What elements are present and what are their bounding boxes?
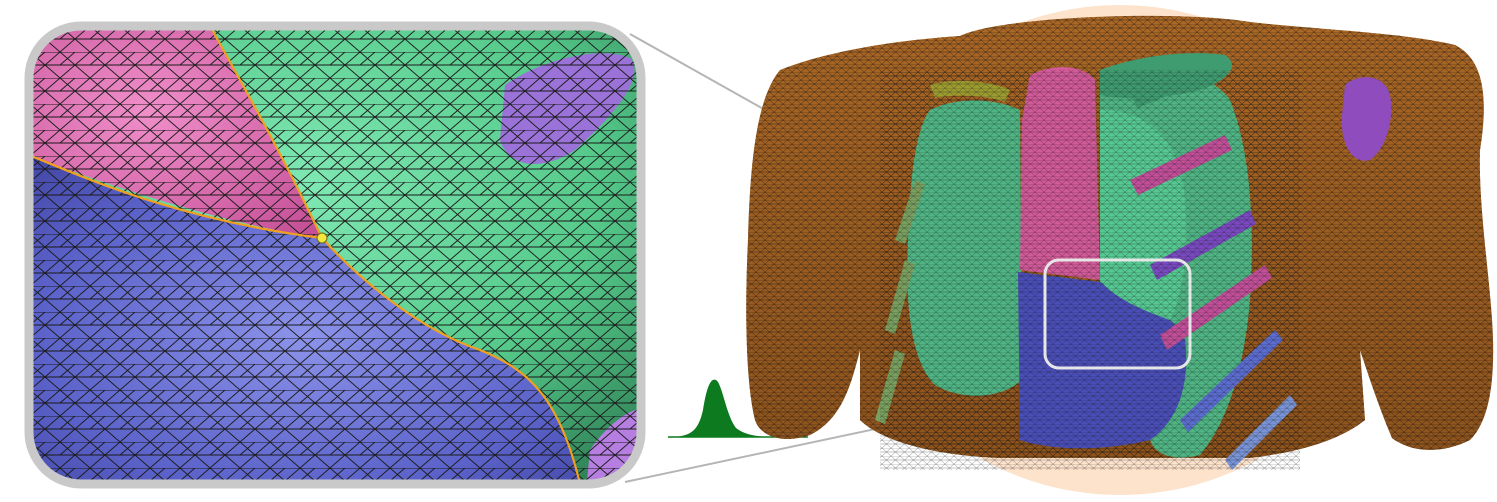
distribution-curve [668, 379, 780, 437]
torso-mesh [746, 5, 1494, 495]
junction-point [316, 232, 328, 244]
interface-line-blue-green [321, 237, 582, 484]
zoom-panel-frame [24, 21, 646, 489]
interface-line-pink-blue [29, 153, 323, 240]
zoom-panel [24, 21, 646, 489]
zoom-region-box [1043, 258, 1192, 370]
interface-line-pink-green [209, 26, 323, 239]
shoulder-blob [1341, 77, 1392, 161]
